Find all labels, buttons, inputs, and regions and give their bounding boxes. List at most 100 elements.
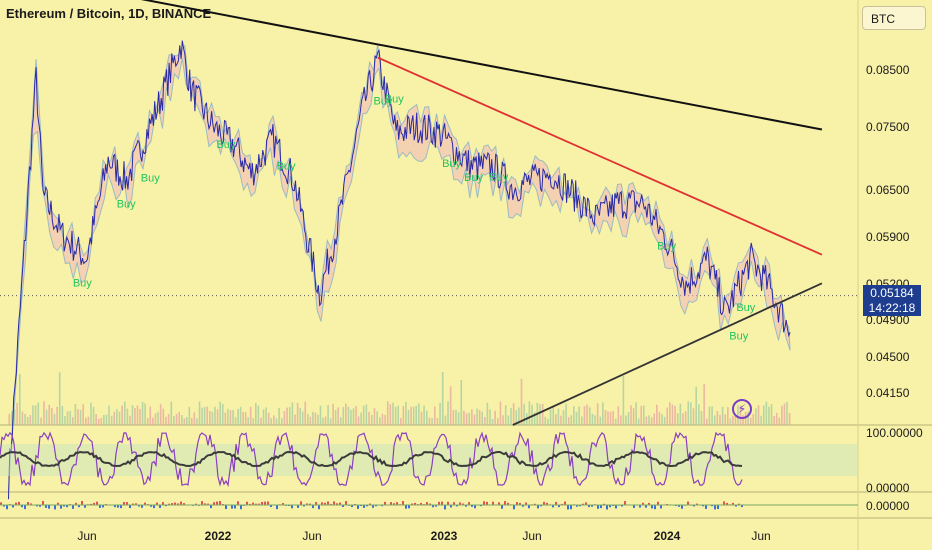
volume-bar bbox=[692, 408, 695, 425]
volume-bar bbox=[570, 415, 573, 425]
volume-bar bbox=[16, 402, 18, 425]
volume-bar bbox=[544, 416, 547, 425]
volume-bar bbox=[627, 411, 630, 425]
histogram-bar bbox=[123, 501, 125, 506]
histogram-bar bbox=[543, 501, 545, 506]
y-tick-label: 100.00000 bbox=[866, 426, 923, 440]
lightning-icon[interactable]: ⚡ bbox=[732, 399, 752, 419]
volume-bar bbox=[329, 418, 332, 425]
buy-signal-label: Buy bbox=[216, 139, 235, 151]
histogram-bar bbox=[318, 505, 320, 510]
histogram-bar bbox=[291, 505, 293, 509]
volume-bar bbox=[786, 401, 788, 425]
volume-bar bbox=[242, 412, 244, 425]
histogram-bar bbox=[414, 502, 416, 506]
volume-bar bbox=[237, 408, 239, 425]
histogram-bar bbox=[588, 505, 590, 508]
volume-bar bbox=[744, 411, 747, 425]
histogram-bar bbox=[42, 501, 44, 506]
volume-bar bbox=[77, 409, 79, 425]
histogram-bar bbox=[555, 501, 557, 506]
volume-bar bbox=[604, 410, 607, 425]
volume-bar bbox=[365, 404, 368, 425]
histogram-bar bbox=[645, 505, 647, 508]
histogram-bar bbox=[327, 501, 329, 506]
volume-bar bbox=[299, 407, 301, 425]
volume-bar bbox=[283, 411, 286, 425]
volume-bar bbox=[306, 414, 309, 425]
histogram-bar bbox=[726, 502, 728, 506]
histogram-bar bbox=[567, 505, 569, 510]
y-tick-label: 0.05900 bbox=[866, 230, 910, 244]
last-price-tag: 0.05184 14:22:18 bbox=[863, 285, 921, 316]
histogram-bar bbox=[240, 505, 242, 510]
volume-bar bbox=[48, 404, 51, 425]
volume-bar bbox=[465, 413, 468, 425]
volume-bar bbox=[669, 402, 671, 425]
volume-bar bbox=[384, 414, 386, 425]
volume-bar bbox=[136, 405, 139, 425]
histogram-bar bbox=[159, 505, 161, 508]
volume-bar bbox=[294, 414, 296, 425]
volume-bar bbox=[181, 415, 183, 425]
histogram-bar bbox=[447, 501, 449, 506]
volume-bar bbox=[444, 415, 447, 425]
volume-bar bbox=[441, 372, 444, 425]
histogram-bar bbox=[375, 505, 377, 507]
x-tick-label: Jun bbox=[522, 529, 541, 543]
volume-bar bbox=[591, 413, 594, 425]
trendline bbox=[377, 56, 823, 256]
histogram-bar bbox=[468, 502, 470, 506]
volume-bar bbox=[260, 417, 262, 425]
volume-bar bbox=[337, 407, 339, 425]
volume-bar bbox=[706, 418, 708, 425]
histogram-bar bbox=[252, 502, 254, 506]
volume-bar bbox=[481, 411, 484, 425]
volume-bar bbox=[103, 415, 105, 425]
histogram-bar bbox=[96, 501, 98, 506]
buy-signal-label: Buy bbox=[373, 95, 392, 107]
volume-bar bbox=[51, 407, 53, 425]
volume-bar bbox=[178, 411, 181, 425]
trendline bbox=[140, 0, 823, 131]
volume-bar bbox=[573, 406, 575, 425]
volume-bar bbox=[249, 406, 252, 425]
histogram-bar bbox=[546, 502, 548, 506]
volume-bar bbox=[262, 409, 265, 425]
volume-bar bbox=[734, 415, 737, 425]
histogram-bar bbox=[48, 505, 50, 509]
volume-bar bbox=[760, 415, 762, 425]
volume-bar bbox=[347, 406, 350, 425]
volume-bar bbox=[552, 407, 555, 425]
volume-bar bbox=[617, 406, 620, 425]
histogram-bar bbox=[456, 505, 458, 507]
histogram-bar bbox=[357, 505, 359, 509]
volume-bar bbox=[355, 405, 357, 425]
volume-bar bbox=[11, 411, 13, 425]
volume-bar bbox=[405, 401, 407, 425]
histogram-bar bbox=[474, 505, 476, 509]
histogram-bar bbox=[480, 505, 482, 507]
histogram-bar bbox=[15, 502, 17, 506]
volume-bar bbox=[749, 417, 752, 425]
volume-bar bbox=[682, 413, 684, 425]
histogram-bar bbox=[117, 505, 119, 508]
volume-bar bbox=[700, 411, 703, 425]
histogram-bar bbox=[435, 505, 437, 507]
histogram-bar bbox=[723, 501, 725, 506]
volume-bar bbox=[788, 412, 791, 425]
histogram-bar bbox=[597, 505, 599, 509]
currency-selector-button[interactable]: BTC bbox=[862, 6, 926, 30]
histogram-bar bbox=[78, 505, 80, 508]
volume-bar bbox=[719, 414, 721, 425]
volume-bar bbox=[565, 403, 567, 425]
volume-bar bbox=[765, 401, 768, 425]
histogram-bar bbox=[732, 502, 734, 506]
volume-bar bbox=[95, 414, 97, 425]
volume-bar bbox=[690, 402, 692, 425]
volume-bar bbox=[642, 405, 645, 425]
histogram-bar bbox=[204, 503, 206, 506]
volume-bar bbox=[515, 410, 518, 425]
volume-bar bbox=[296, 402, 299, 425]
volume-bar bbox=[609, 411, 612, 425]
